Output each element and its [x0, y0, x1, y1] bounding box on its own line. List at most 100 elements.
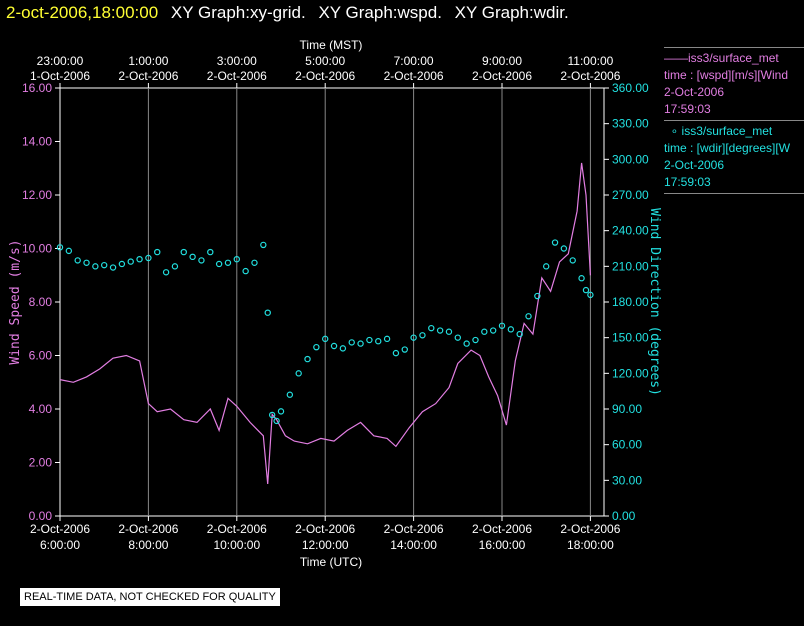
x-tick-label-top: 2-Oct-2006: [295, 69, 355, 83]
legend-divider: [664, 47, 804, 48]
series-point-wind-direction: [136, 256, 143, 263]
x-tick-label-top: 1:00:00: [128, 54, 168, 68]
series-point-wind-direction: [419, 332, 426, 339]
y-axis-title-left: Wind Speed (m/s): [8, 239, 23, 364]
series-point-wind-direction: [162, 269, 170, 276]
series-point-wind-direction: [180, 248, 187, 256]
x-tick-label-top: 2-Oct-2006: [118, 69, 178, 83]
plot-frame: [59, 87, 605, 517]
series-point-wind-direction: [313, 343, 320, 351]
x-tick-label-bottom: 18:00:00: [567, 538, 614, 552]
y-tick-label-right: 30.00: [612, 473, 642, 487]
series-point-wind-direction: [264, 309, 271, 316]
legend-series1-marker: ——: [664, 51, 688, 65]
x-tick-label-bottom: 2-Oct-2006: [560, 522, 620, 536]
y-tick-label-right: 360.00: [612, 81, 649, 95]
series-point-wind-direction: [498, 322, 506, 329]
series-point-wind-direction: [286, 391, 294, 398]
y-tick-label-right: 210.00: [612, 259, 649, 273]
series-point-wind-direction: [251, 259, 258, 266]
series-point-wind-direction: [560, 245, 568, 252]
series-point-wind-direction: [392, 349, 400, 357]
y-tick-label-left: 8.00: [29, 295, 53, 309]
legend-series2-date: 2-Oct-2006: [664, 158, 725, 172]
series-point-wind-direction: [489, 327, 497, 334]
series-point-wind-direction: [339, 345, 347, 352]
x-tick-label-bottom: 2-Oct-2006: [30, 522, 90, 536]
series-point-wind-direction: [481, 328, 488, 335]
y-tick-label-left: 0.00: [29, 509, 53, 523]
y-tick-label-right: 90.00: [612, 402, 642, 416]
series-point-wind-direction: [74, 257, 81, 264]
series-point-wind-direction: [154, 248, 161, 256]
x-tick-label-top: 1-Oct-2006: [30, 69, 90, 83]
series-point-wind-direction: [242, 267, 249, 275]
y-axis-title-right: Wind Direction (degrees): [647, 208, 662, 396]
x-tick-label-bottom: 10:00:00: [213, 538, 260, 552]
y-tick-label-right: 60.00: [612, 438, 642, 452]
x-tick-label-bottom: 2-Oct-2006: [384, 522, 444, 536]
x-tick-label-top: 2-Oct-2006: [207, 69, 267, 83]
y-tick-label-right: 0.00: [612, 509, 636, 523]
series-point-wind-direction: [260, 241, 267, 249]
series-point-wind-direction: [273, 417, 280, 425]
x-tick-label-bottom: 2-Oct-2006: [295, 522, 355, 536]
y-tick-label-right: 300.00: [612, 152, 649, 166]
legend-series1-time: 17:59:03: [664, 102, 711, 116]
series-point-wind-direction: [410, 334, 417, 341]
series-point-wind-direction: [171, 263, 179, 270]
series-point-wind-direction: [516, 330, 523, 338]
series-point-wind-direction: [436, 327, 444, 334]
x-tick-label-top: 7:00:00: [394, 54, 434, 68]
series-point-wind-direction: [357, 340, 364, 347]
x-tick-label-top: 2-Oct-2006: [472, 69, 532, 83]
series-point-wind-direction: [224, 259, 232, 266]
series-point-wind-direction: [118, 260, 126, 268]
series-point-wind-direction: [322, 335, 329, 343]
series-point-wind-direction: [268, 411, 276, 419]
series-point-wind-direction: [330, 342, 338, 350]
y-tick-label-right: 330.00: [612, 117, 649, 131]
y-tick-label-right: 120.00: [612, 366, 649, 380]
series-point-wind-direction: [215, 260, 223, 268]
legend-series2-desc: time : [wdir][degrees][W: [664, 141, 791, 155]
series-line-wind-speed: [59, 162, 591, 484]
series-point-wind-direction: [233, 256, 240, 263]
series-point-wind-direction: [472, 336, 479, 344]
legend-series1-desc: time : [wspd][m/s][Wind: [664, 68, 789, 82]
y-tick-label-left: 6.00: [29, 349, 53, 363]
x-tick-label-bottom: 8:00:00: [128, 538, 168, 552]
x-tick-label-top: 2-Oct-2006: [560, 69, 620, 83]
series-point-wind-direction: [534, 292, 541, 300]
series-point-wind-direction: [83, 259, 90, 266]
x-tick-label-top: 3:00:00: [217, 54, 257, 68]
legend-series2-marker: ∘: [670, 124, 679, 138]
graph-title-xy-grid: XY Graph:xy-grid.: [170, 3, 306, 22]
y-tick-label-left: 10.00: [22, 242, 52, 256]
series-point-wind-direction: [304, 355, 311, 363]
series-point-wind-direction: [92, 263, 99, 270]
graph-title-wdir: XY Graph:wdir.: [454, 3, 569, 22]
series-point-wind-direction: [551, 239, 559, 246]
series-point-wind-direction: [295, 370, 302, 377]
x-axis-title-top: Time (MST): [300, 38, 363, 52]
legend-divider: [664, 120, 804, 121]
x-tick-label-bottom: 14:00:00: [390, 538, 437, 552]
series-point-wind-direction: [525, 313, 532, 320]
series-point-wind-direction: [445, 328, 453, 335]
x-tick-label-top: 11:00:00: [567, 54, 613, 68]
x-tick-label-bottom: 2-Oct-2006: [472, 522, 532, 536]
legend-series1-name: ——iss3/surface_met: [664, 51, 779, 65]
x-tick-label-bottom: 6:00:00: [40, 538, 80, 552]
series-point-wind-direction: [569, 257, 576, 264]
series-point-wind-direction: [428, 324, 435, 332]
header: 2-oct-2006,18:00:00 XY Graph:xy-grid. XY…: [6, 3, 569, 23]
x-tick-label-top: 9:00:00: [482, 54, 522, 68]
y-tick-label-left: 2.00: [29, 456, 53, 470]
y-tick-label-right: 150.00: [612, 331, 649, 345]
series-point-wind-direction: [56, 244, 64, 251]
series-point-wind-direction: [100, 261, 108, 269]
legend-series2-time: 17:59:03: [664, 175, 711, 189]
x-tick-label-bottom: 2-Oct-2006: [207, 522, 267, 536]
y-tick-label-left: 4.00: [29, 402, 53, 416]
